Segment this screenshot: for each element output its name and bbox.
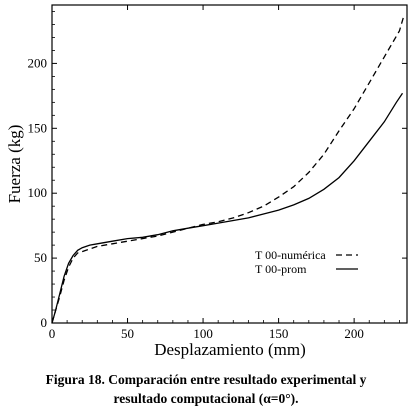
y-tick-label-0: 0: [41, 315, 48, 330]
series-layer: [51, 15, 405, 324]
chart: 0 50 100 150 200 0 50 100 150 200 Desplazamiento …: [5, 4, 408, 359]
y-tick-label-2: 100: [28, 185, 48, 200]
x-tick-label-4: 200: [344, 326, 364, 341]
legend-label-1: T 00-prom: [255, 262, 307, 276]
x-axis-title: Desplazamiento (mm): [154, 340, 306, 359]
plot-frame: [51, 4, 408, 324]
figure-caption: Figura 18. Comparación entre resultado e…: [0, 370, 412, 408]
x-tick-label-1: 50: [121, 326, 134, 341]
axis-ticks: 0 50 100 150 200 0 50 100 150 200: [28, 5, 407, 341]
y-tick-label-4: 200: [28, 55, 48, 70]
y-tick-label-1: 50: [34, 250, 47, 265]
y-axis-title: Fuerza (kg): [5, 125, 24, 204]
x-tick-label-2: 100: [193, 326, 213, 341]
series-line-numerica: [51, 15, 405, 324]
caption-line-2: resultado computacional (α=0°).: [113, 391, 299, 406]
series-line-prom: [51, 92, 404, 324]
y-tick-label-3: 150: [28, 120, 48, 135]
caption-line-1: Figura 18. Comparación entre resultado e…: [45, 372, 367, 387]
x-tick-label-0: 0: [49, 326, 56, 341]
x-tick-label-3: 150: [269, 326, 289, 341]
legend-label-0: T 00-numérica: [255, 248, 326, 262]
